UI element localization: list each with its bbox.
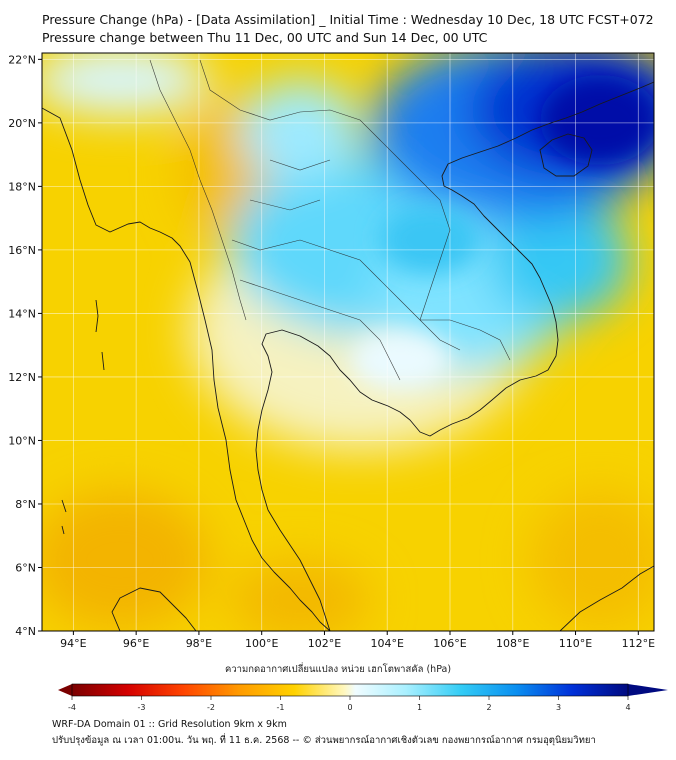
colorbar-tick-label: 1 [417,703,422,712]
colorbar-tick-label: -4 [68,703,76,712]
colorbar-min-arrow [58,684,72,696]
coast-west [42,107,331,631]
lat-tick-label: 10°N [8,434,36,447]
colorbar-max-arrow [628,684,668,696]
lon-tick-label: 104°E [371,637,404,650]
colorbar: -4 -3 -2 -1 0 1 2 3 4 [58,683,668,712]
field-cyan-sea [490,200,630,320]
border-thai-laos [231,239,461,351]
colorbar-tick-label: 0 [347,703,352,712]
field-orange-s [230,560,370,631]
lon-tick-label: 112°E [622,637,655,650]
lat-tick-label: 16°N [8,244,36,257]
coastlines [42,81,654,631]
field-orange-sw [42,490,210,630]
colorbar-tick-label: 2 [486,703,491,712]
colorbar-bar [72,684,628,696]
pressure-field [42,53,654,631]
field-white-core [350,330,450,390]
lon-tick-label: 110°E [559,637,592,650]
lat-tick-label: 12°N [8,371,36,384]
gridlines [42,53,654,631]
lon-tick-label: 98°E [186,637,212,650]
colorbar-label: ความกดอากาศเปลี่ยนแปลง หน่วย เฮกโตพาสคัล… [224,664,452,675]
map-title: Pressure Change (hPa) - [Data Assimilati… [42,12,654,27]
coast-indochina [255,81,654,631]
lat-tick-label: 14°N [8,307,36,320]
field-cyan-core [380,205,480,275]
coast-andaman [95,299,105,371]
footer-line1: WRF-DA Domain 01 :: Grid Resolution 9km … [52,719,287,730]
lon-ticks: 94°E 96°E 98°E 100°E 102°E 104°E 106°E 108°E 110… [60,631,655,650]
footer-line2: ปรับปรุงข้อมูล ณ เวลา 01:00น. วัน พฤ. ที… [52,735,596,746]
lat-tick-label: 4°N [15,625,36,638]
field-darkblue-core [540,75,654,165]
field-cyan-nw [42,53,210,115]
lat-tick-label: 18°N [8,180,36,193]
lat-tick-label: 8°N [15,498,36,511]
lon-tick-label: 100°E [245,637,278,650]
lat-tick-label: 22°N [8,53,36,66]
lat-tick-label: 6°N [15,561,36,574]
coast-borneo [559,565,654,631]
plot-frame [41,52,655,632]
coast-nicobar [61,499,67,535]
coast-hainan [539,133,593,177]
field-orange-se [530,490,654,630]
coast-sumatra [111,587,197,631]
borders [149,59,511,381]
lon-tick-label: 106°E [433,637,466,650]
lon-tick-label: 102°E [308,637,341,650]
colorbar-tick-label: -3 [138,703,146,712]
map-subtitle: Pressure change between Thu 11 Dec, 00 U… [42,30,488,45]
colorbar-tick-label: -2 [207,703,215,712]
colorbar-tick-label: -1 [277,703,285,712]
lat-ticks: 22°N 20°N 18°N 16°N 14°N 12°N 10°N 8°N 6°N 4°N [8,53,42,638]
border-thai-cambodia [299,299,401,381]
lat-tick-label: 20°N [8,117,36,130]
border-cambodia-vn [420,319,511,361]
lon-tick-label: 96°E [123,637,149,650]
colorbar-tick-label: 3 [556,703,561,712]
colorbar-ticks: -4 -3 -2 -1 0 1 2 3 4 [68,696,631,712]
field-cyan-north [240,80,360,180]
lon-tick-label: 108°E [496,637,529,650]
border-laos [199,59,451,321]
colorbar-tick-label: 4 [625,703,630,712]
province-lines [239,159,331,301]
border-myanmar-thai [149,59,247,321]
lon-tick-label: 94°E [60,637,86,650]
